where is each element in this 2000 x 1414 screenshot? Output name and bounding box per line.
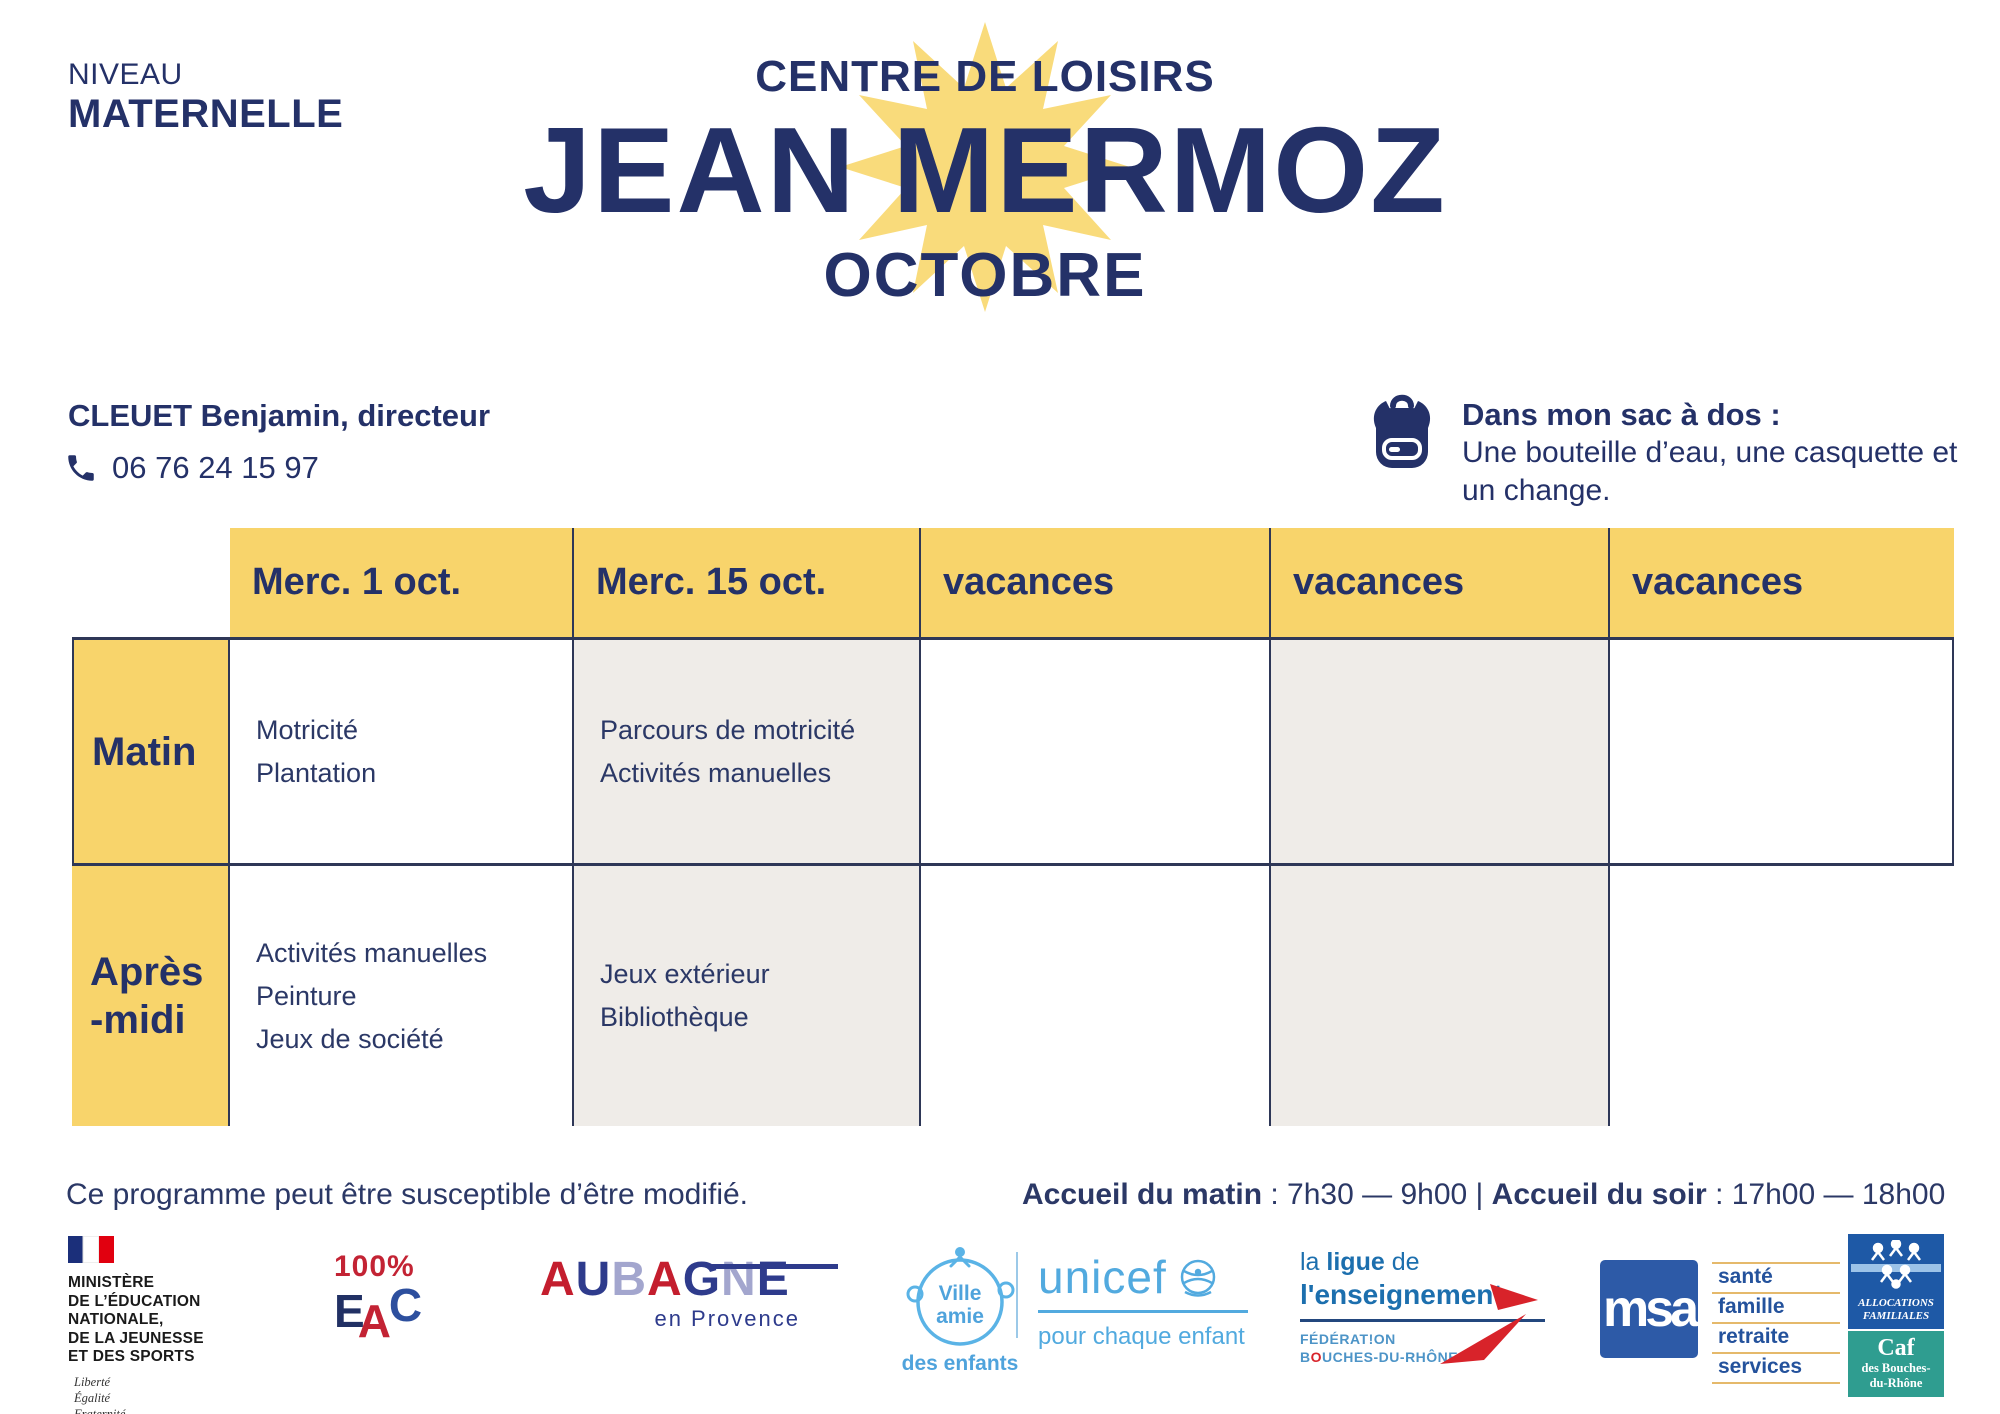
table-cell: Parcours de motricité Activités manuelle… [574,637,921,866]
ligue-rule [1300,1319,1545,1322]
eac-letters: EAC [334,1279,423,1347]
aubagne-tagline: en Provence [654,1306,800,1331]
bag-note-title: Dans mon sac à dos : [1462,397,1781,432]
caf-teal-block: Caf des Bouches- du-Rhône [1848,1329,1944,1397]
phone-icon [68,455,94,481]
ligue-enseignement-logo: la ligue de l'enseignement FÉDÉRAT!ON BO… [1300,1248,1560,1366]
accueil-soir-label: Accueil du soir [1491,1178,1707,1211]
msa-square: msa [1600,1260,1699,1358]
month-title: OCTOBRE [823,241,1147,310]
caf-logo: ALLOCATIONS FAMILIALES Caf des Bouches- … [1848,1234,1944,1397]
phone-number: 06 76 24 15 97 [112,450,319,485]
disclaimer-text: Ce programme peut être susceptible d’êtr… [66,1178,749,1211]
ville-amie-logo: Ville amie des enfants [893,1242,1027,1375]
unicef-tagline: pour chaque enfant [1038,1323,1245,1350]
table-cell [1271,637,1610,866]
table-cell: Motricité Plantation [230,637,574,866]
ministry-name: MINISTÈRE DE L’ÉDUCATION NATIONALE, DE L… [68,1274,204,1365]
ville-amie-line2: amie [936,1305,984,1328]
msa-services-list: santé famille retraite services [1712,1262,1840,1384]
column-header-vacances-1: vacances [921,528,1271,637]
bag-note: Dans mon sac à dos : Une bouteille d’eau… [1462,396,1957,510]
row-header-apres-midi: Après -midi [72,866,230,1126]
center-subtitle: CENTRE DE LOISIRS [755,52,1215,101]
ministry-logo: MINISTÈRE DE L’ÉDUCATION NATIONALE, DE L… [68,1235,258,1414]
caf-people-icon [1851,1238,1941,1289]
backpack-icon [1373,394,1431,468]
schedule-table: Merc. 1 oct. Merc. 15 oct. vacances vaca… [72,528,1954,1126]
level-label: NIVEAU [68,58,183,91]
column-header-merc-15-oct: Merc. 15 oct. [574,528,921,637]
page-title: JEAN MERMOZ [523,102,1447,238]
unicef-wordmark: unicef [1038,1251,1167,1303]
accueil-matin-label: Accueil du matin [1022,1178,1263,1211]
table-cell [1271,866,1610,1126]
bag-note-line2: un change. [1462,474,1611,507]
level-value: MATERNELLE [68,92,344,136]
ligue-paper-plane-icon [1440,1284,1538,1364]
accueil-soir-value: : 17h00 — 18h00 [1706,1178,1946,1211]
bag-note-line1: Une bouteille d’eau, une casquette et [1462,436,1958,469]
table-cell: Jeux extérieur Bibliothèque [574,866,921,1126]
aubagne-logo: AUBAGNE en Provence [540,1253,838,1332]
ville-amie-line3: des enfants [901,1352,1019,1375]
aubagne-bar [708,1264,838,1269]
column-header-merc-1-oct: Merc. 1 oct. [230,528,574,637]
table-cell [921,637,1271,866]
msa-logo: msa santé famille retraite services [1600,1260,1840,1384]
unicef-rule [1038,1310,1248,1313]
column-header-vacances-2: vacances [1271,528,1610,637]
logo-divider [1016,1252,1018,1338]
phone-row: 06 76 24 15 97 [64,450,319,486]
ville-amie-ring-icon [906,1247,1015,1346]
eac-100-logo: 100% EAC [334,1250,454,1347]
sun-burst-icon [840,22,1130,312]
ministry-motto: Liberté Égalité Fraternité [74,1374,126,1414]
ville-amie-line1: Ville [938,1282,982,1305]
accueil-matin-value: : 7h30 — 9h00 | [1262,1178,1492,1211]
aubagne-word: AUBAGNE [540,1253,790,1306]
unicef-logo: unicef pour chaque enfant [1038,1250,1248,1351]
caf-top-block: ALLOCATIONS FAMILIALES [1848,1234,1944,1329]
table-cell: Activités manuelles Peinture Jeux de soc… [230,866,574,1126]
column-header-vacances-3: vacances [1610,528,1954,637]
table-cell [1610,866,1954,1126]
table-cell [921,866,1271,1126]
director-name: CLEUET Benjamin, directeur [68,398,491,433]
french-flag-icon [68,1235,114,1264]
accueil-hours: Accueil du matin : 7h30 — 9h00 | Accueil… [1022,1178,1945,1212]
table-corner-cell [72,528,230,637]
unicef-globe-icon [1180,1259,1215,1297]
row-header-matin: Matin [72,637,230,866]
table-cell [1610,637,1954,866]
